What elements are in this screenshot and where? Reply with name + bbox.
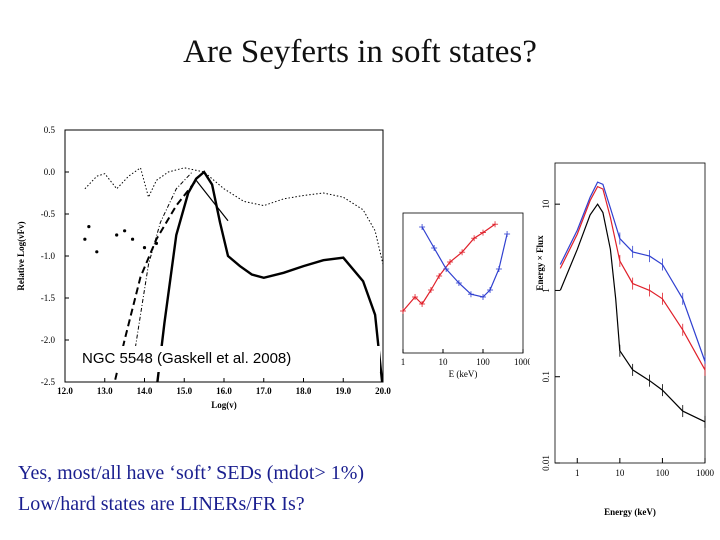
y-tick-label: 10: [541, 199, 551, 209]
scatter-point: [130, 237, 135, 241]
sed-series-solid-connector: [195, 180, 229, 222]
sed-series-dot-dash: [132, 171, 193, 366]
y-axis-label: Relative Log(vFv): [16, 221, 26, 290]
spectrum-chart-middle: 1 10 100 1000 E (keV): [400, 212, 530, 379]
y-axis-label: Energy × Flux: [535, 235, 545, 291]
sed-series-dashed: [113, 179, 197, 382]
y-tick-label: 0.0: [44, 167, 56, 177]
x-tick-label: 20.0: [375, 386, 391, 396]
spectrum-blue-line: [421, 226, 508, 298]
scatter-point: [87, 225, 91, 229]
y-tick-label: -2.5: [41, 377, 56, 387]
spectrum-blue-line: [559, 181, 706, 362]
y-tick-label: 0.01: [541, 455, 551, 471]
plot-frame: [402, 212, 524, 354]
y-tick-label: -1.5: [41, 293, 56, 303]
scatter-point: [123, 229, 127, 233]
x-tick-label: 100: [476, 357, 490, 367]
y-tick-label: 0.1: [541, 371, 551, 382]
scatter-point: [115, 233, 119, 237]
spectrum-red-line: [559, 185, 706, 371]
spectrum-chart-right: 1 10 100 1000 10 1 0.1 0.01 Energy (keV) Energy ×…: [535, 162, 715, 517]
x-tick-label: 10: [439, 357, 449, 367]
x-tick-label: 10: [615, 468, 625, 478]
x-axis-label: Energy (keV): [604, 507, 656, 517]
y-tick-label: -1.0: [41, 251, 56, 261]
slide-title: Are Seyferts in soft states?: [183, 34, 537, 70]
x-tick-label: 1: [575, 468, 580, 478]
x-tick-label: 19.0: [335, 386, 351, 396]
scatter-point: [142, 246, 147, 250]
bullet-soft-seds: Yes, most/all have ‘soft’ SEDs (mdot> 1%…: [18, 462, 365, 484]
x-axis-label: Log(v): [211, 400, 237, 410]
plot-frame: [554, 162, 706, 464]
x-tick-label: 13.0: [97, 386, 113, 396]
x-tick-label: 15.0: [176, 386, 192, 396]
y-tick-label: -2.0: [41, 335, 56, 345]
x-tick-label: 17.0: [256, 386, 272, 396]
figure-caption: NGC 5548 (Gaskell et al. 2008): [78, 346, 380, 372]
sed-series-thick-solid: [156, 170, 383, 382]
spectrum-red-line: [402, 223, 496, 312]
sed-chart-ngc5548: Log(v) Relative Log(vFv) 12.0 13.0 14.0 15.0…: [16, 125, 391, 410]
x-tick-label: 100: [656, 468, 670, 478]
y-tick-label: -0.5: [41, 209, 56, 219]
scatter-point: [83, 237, 87, 241]
scatter-point: [154, 241, 159, 245]
x-tick-label: 12.0: [57, 386, 73, 396]
scatter-point: [95, 250, 99, 254]
x-axis-label: E (keV): [449, 369, 478, 379]
y-tick-label: 1: [541, 288, 551, 293]
x-tick-label: 1000: [696, 468, 715, 478]
slide-bullets: Yes, most/all have ‘soft’ SEDs (mdot> 1%…: [18, 458, 538, 520]
y-tick-label: 0.5: [44, 125, 56, 135]
x-tick-label: 1000: [514, 357, 530, 367]
spectrum-black-line: [559, 203, 706, 423]
x-tick-label: 14.0: [137, 386, 153, 396]
sed-series-dotted: [84, 166, 383, 265]
bullet-low-hard-states: Low/hard states are LINERs/FR Is?: [18, 493, 305, 515]
x-tick-label: 16.0: [216, 386, 232, 396]
x-tick-label: 18.0: [296, 386, 312, 396]
plot-frame: [64, 129, 384, 383]
x-tick-label: 1: [401, 357, 406, 367]
